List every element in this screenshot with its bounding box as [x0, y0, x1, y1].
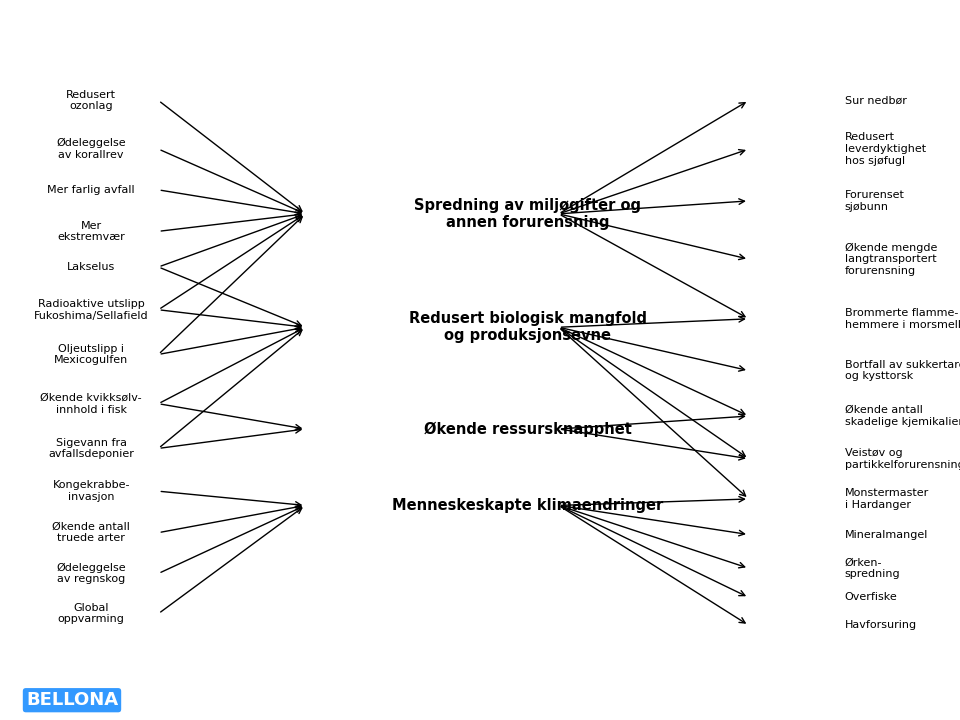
- Text: Spredning av miljøgifter og
annen forurensning: Spredning av miljøgifter og annen forure…: [415, 197, 641, 230]
- Text: Redusert
ozonlag: Redusert ozonlag: [66, 89, 116, 111]
- Text: Sigevann fra
avfallsdeponier: Sigevann fra avfallsdeponier: [48, 438, 134, 459]
- Text: Veistøv og
partikkelforurensning: Veistøv og partikkelforurensning: [845, 448, 960, 469]
- Text: Økende antall
truede arter: Økende antall truede arter: [52, 522, 131, 544]
- Text: Global
oppvarming: Global oppvarming: [58, 603, 125, 624]
- Text: Kongekrabbe-
invasjon: Kongekrabbe- invasjon: [53, 480, 130, 502]
- Text: Mer
ekstremvær: Mer ekstremvær: [58, 220, 125, 242]
- Text: Sur nedbør: Sur nedbør: [845, 96, 906, 105]
- Text: Ødeleggelse
av korallrev: Ødeleggelse av korallrev: [57, 138, 126, 160]
- Text: Oljeutslipp i
Mexicogulfen: Oljeutslipp i Mexicogulfen: [54, 343, 129, 365]
- Text: Monstermaster
i Hardanger: Monstermaster i Hardanger: [845, 488, 929, 510]
- Text: Brommerte flamme-
hemmere i morsmelk: Brommerte flamme- hemmere i morsmelk: [845, 308, 960, 330]
- Text: Forurenset
sjøbunn: Forurenset sjøbunn: [845, 190, 904, 212]
- Text: Mineralmangel: Mineralmangel: [845, 530, 928, 539]
- Text: Lakselus: Lakselus: [67, 262, 115, 272]
- Text: Havforsuring: Havforsuring: [845, 621, 917, 630]
- Text: Økende ressursknapphet: Økende ressursknapphet: [424, 421, 632, 436]
- Text: Økende antall
skadelige kjemikalier: Økende antall skadelige kjemikalier: [845, 405, 960, 427]
- Text: Ødeleggelse
av regnskog: Ødeleggelse av regnskog: [57, 562, 126, 585]
- Text: Radioaktive utslipp
Fukoshima/Sellafield: Radioaktive utslipp Fukoshima/Sellafield: [34, 299, 149, 320]
- Text: Ørken-
spredning: Ørken- spredning: [845, 557, 900, 579]
- Text: Redusert biologisk mangfold
og produksjonsevne: Redusert biologisk mangfold og produksjo…: [409, 311, 647, 343]
- Text: Økende mengde
langtransportert
forurensning: Økende mengde langtransportert forurensn…: [845, 243, 937, 276]
- Text: BELLONA: BELLONA: [26, 691, 118, 709]
- Text: Mer farlig avfall: Mer farlig avfall: [47, 185, 135, 195]
- Text: Økende kvikksølv-
innhold i fisk: Økende kvikksølv- innhold i fisk: [40, 393, 142, 415]
- Text: Overfiske: Overfiske: [845, 593, 898, 603]
- Text: Menneskeskapte klimaendringer: Menneskeskapte klimaendringer: [393, 498, 663, 513]
- Text: Redusert
leverdyktighet
hos sjøfugl: Redusert leverdyktighet hos sjøfugl: [845, 132, 926, 166]
- Text: Bortfall av sukkertare
og kysttorsk: Bortfall av sukkertare og kysttorsk: [845, 360, 960, 382]
